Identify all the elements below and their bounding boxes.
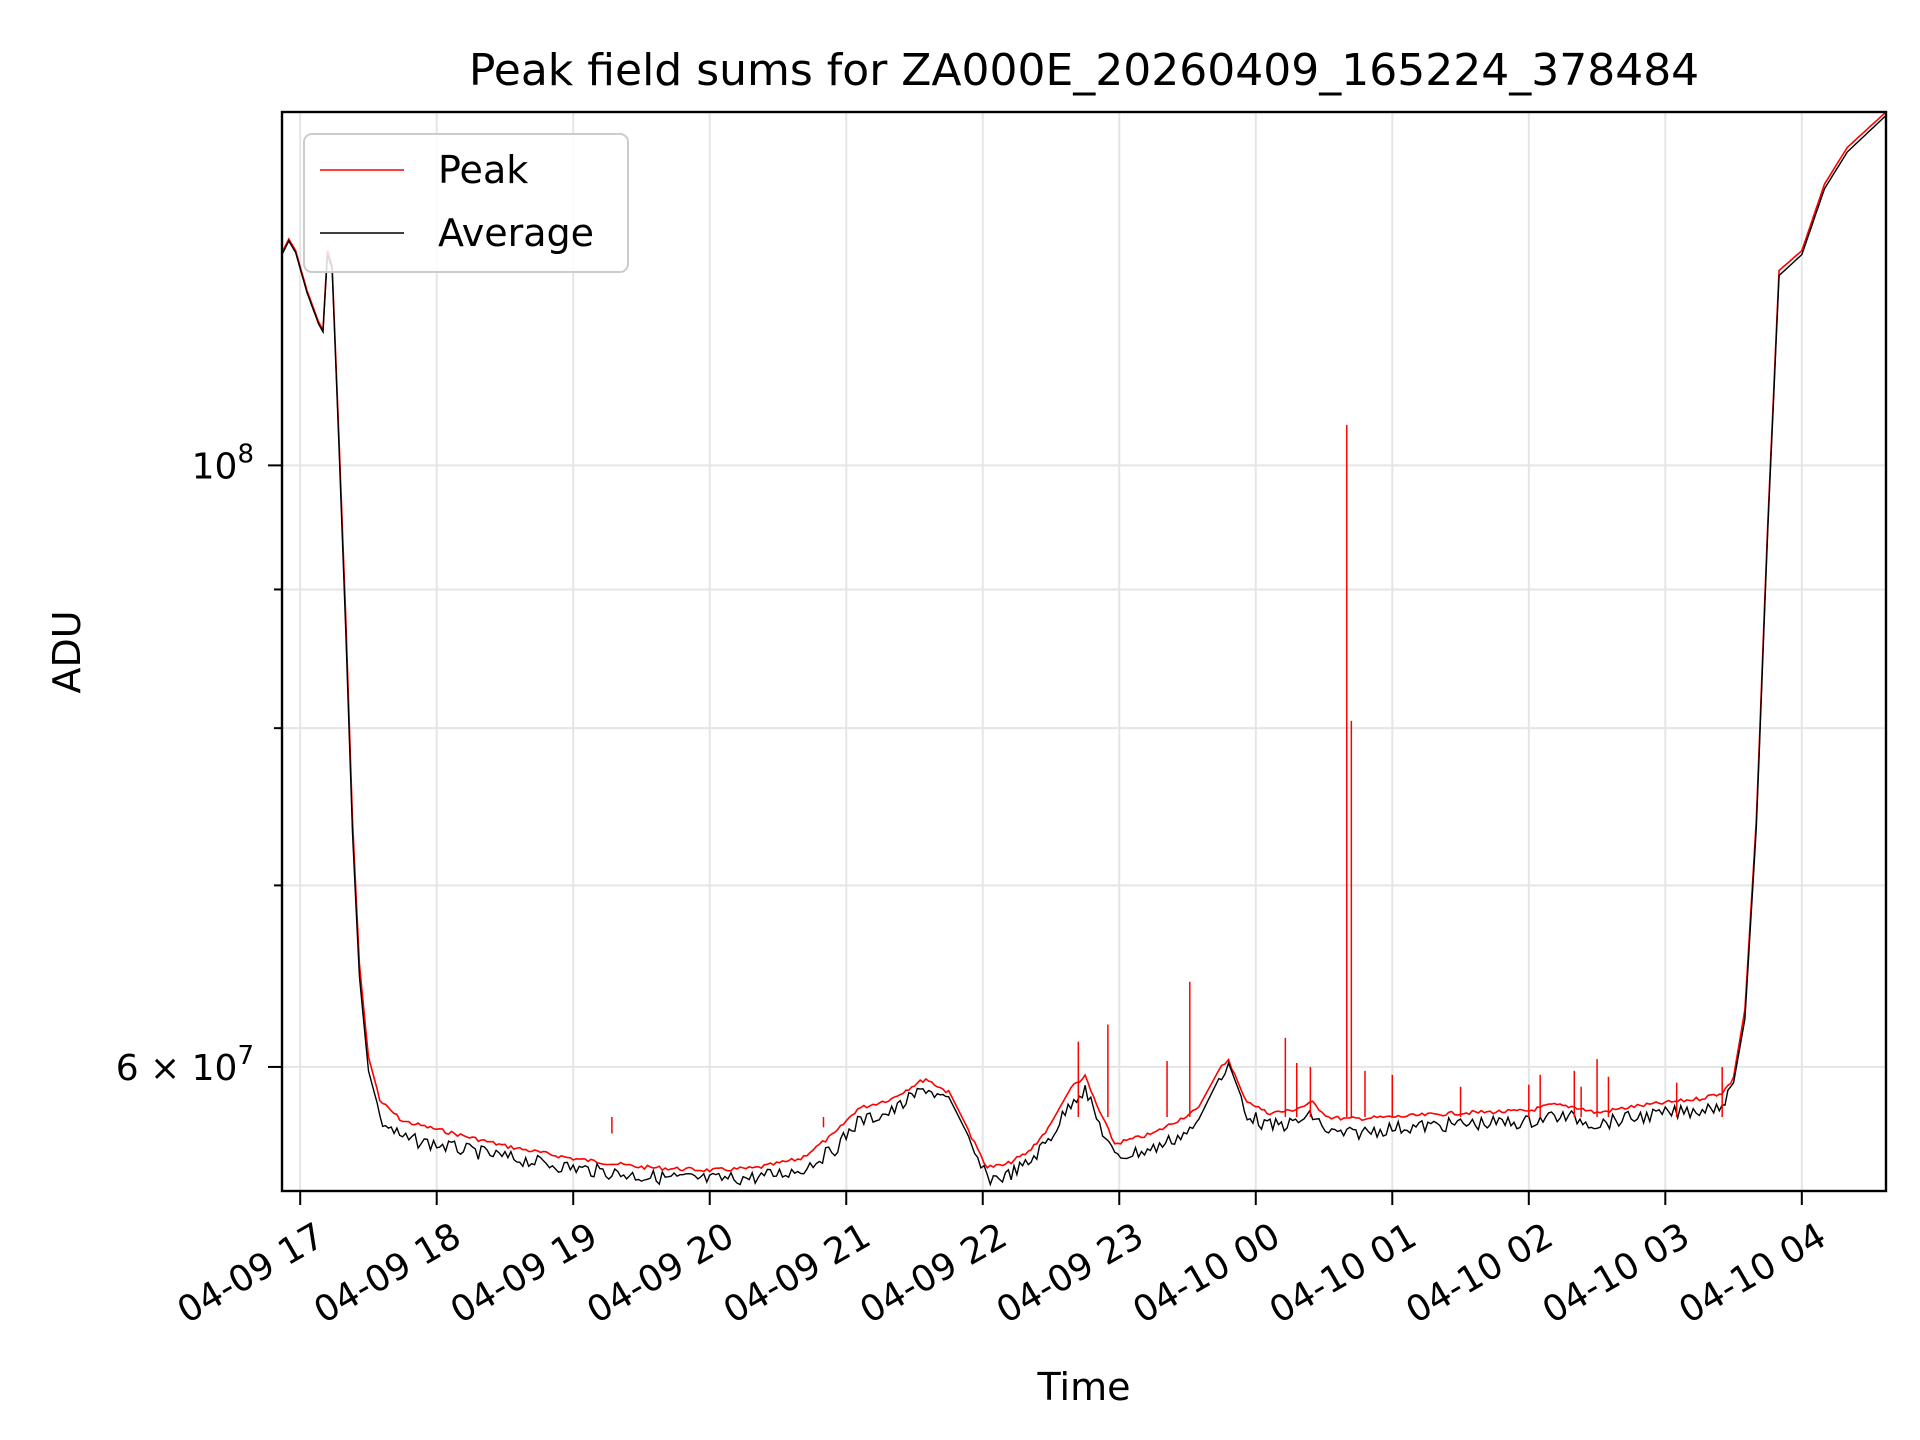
y-tick-label: 6 × 107 xyxy=(116,1041,254,1089)
y-tick-label: 108 xyxy=(192,439,254,487)
y-tick-label-exponent: 7 xyxy=(237,1041,254,1071)
series-line-peak xyxy=(282,112,1886,1173)
legend: Peak Average xyxy=(303,133,629,273)
series-line-average xyxy=(282,114,1886,1187)
series-layer xyxy=(282,112,1886,1187)
legend-label-average: Average xyxy=(438,211,594,255)
y-tick-label-base: 10 xyxy=(192,446,238,487)
grid-lines xyxy=(282,112,1886,1191)
y-tick-label-exponent: 8 xyxy=(237,439,254,469)
y-axis-label: ADU xyxy=(45,610,89,693)
chart-title: Peak field sums for ZA000E_20260409_1652… xyxy=(469,45,1699,96)
legend-box xyxy=(303,133,629,273)
y-axis-ticks: 6 × 107 108 xyxy=(116,439,282,1089)
x-axis-label: Time xyxy=(1037,1365,1131,1409)
y-tick-label-base: 6 × 10 xyxy=(116,1048,238,1089)
plot-frame xyxy=(280,110,1888,1193)
legend-label-peak: Peak xyxy=(438,148,528,192)
